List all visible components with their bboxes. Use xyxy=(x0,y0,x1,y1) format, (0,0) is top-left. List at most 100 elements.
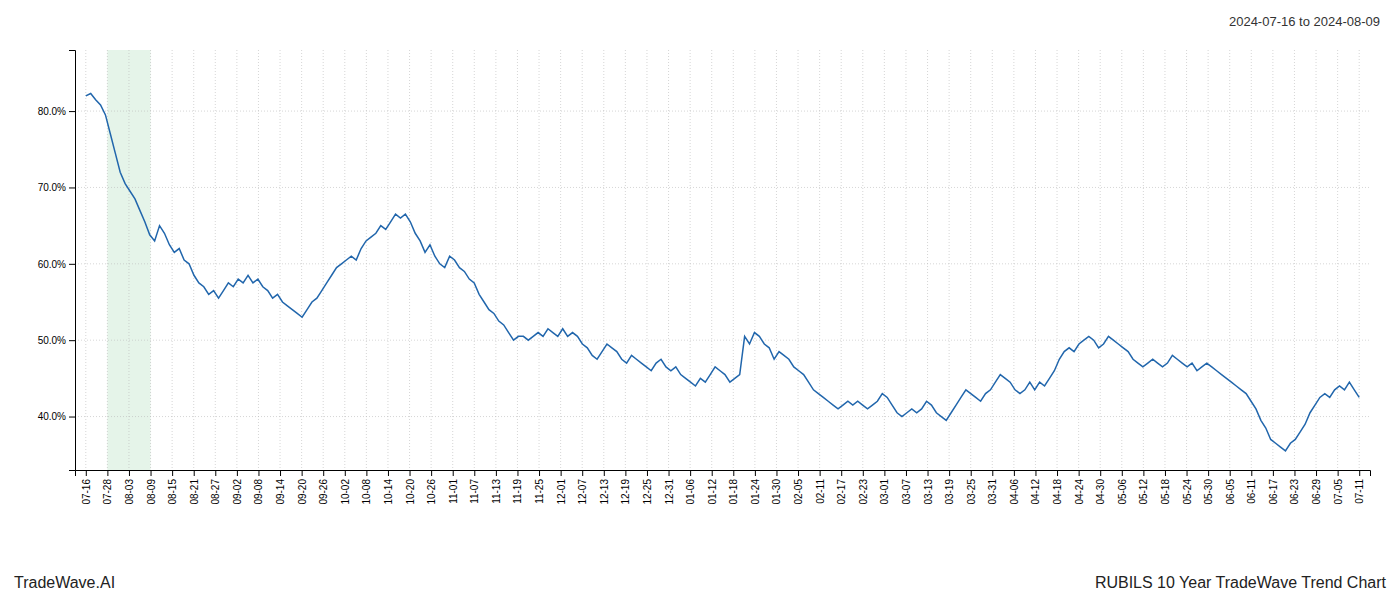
y-tick: 40.0% xyxy=(38,411,75,422)
x-tick: 03-01 xyxy=(879,470,890,505)
grid-line-x xyxy=(1078,50,1079,470)
grid-line-x xyxy=(1013,50,1014,470)
x-tick-mark xyxy=(1294,470,1295,476)
grid-line-x xyxy=(733,50,734,470)
x-tick: 10-08 xyxy=(361,470,372,505)
x-tick-label: 02-23 xyxy=(858,479,869,505)
x-tick-label: 12-31 xyxy=(664,479,675,505)
x-tick-label: 09-14 xyxy=(275,479,286,505)
grid-line-x xyxy=(258,50,259,470)
x-tick-mark xyxy=(1316,470,1317,476)
x-tick-mark xyxy=(280,470,281,476)
grid-line-x xyxy=(474,50,475,470)
x-tick-mark xyxy=(1143,470,1144,476)
x-tick: 05-06 xyxy=(1117,470,1128,505)
grid-line-x xyxy=(625,50,626,470)
y-tick-mark xyxy=(69,340,75,341)
x-tick-label: 01-06 xyxy=(685,479,696,505)
grid-line-x xyxy=(862,50,863,470)
x-tick-mark xyxy=(582,470,583,476)
y-tick: 50.0% xyxy=(38,335,75,346)
x-tick: 06-23 xyxy=(1289,470,1300,505)
x-tick-mark xyxy=(474,470,475,476)
title: RUBILS 10 Year TradeWave Trend Chart xyxy=(1095,574,1387,591)
x-tick-mark xyxy=(129,470,130,476)
x-tick-label: 08-15 xyxy=(167,479,178,505)
grid-line-x xyxy=(431,50,432,470)
y-tick: 80.0% xyxy=(38,106,75,117)
grid-line-x xyxy=(603,50,604,470)
plot-area: 07-1607-2808-0308-0908-1508-2108-2709-02… xyxy=(38,50,1371,505)
x-tick-mark xyxy=(345,470,346,476)
x-tick: 06-29 xyxy=(1311,470,1322,505)
grid-line-x xyxy=(1164,50,1165,470)
x-tick-label: 03-07 xyxy=(901,479,912,505)
grid-line-x xyxy=(668,50,669,470)
x-tick-label: 12-07 xyxy=(577,479,588,505)
grid-line-x xyxy=(970,50,971,470)
x-tick-mark xyxy=(496,470,497,476)
x-tick: 01-12 xyxy=(707,470,718,505)
x-tick-mark xyxy=(1359,470,1360,476)
grid-line-x xyxy=(905,50,906,470)
y-axis-line xyxy=(69,51,76,471)
x-tick: 06-05 xyxy=(1225,470,1236,505)
grid-line-x xyxy=(776,50,777,470)
x-tick: 07-16 xyxy=(81,470,92,505)
x-tick: 09-26 xyxy=(318,470,329,505)
y-tick-mark xyxy=(69,111,75,112)
grid-line-x xyxy=(323,50,324,470)
x-tick-mark xyxy=(755,470,756,476)
x-tick-label: 04-24 xyxy=(1074,479,1085,505)
x-tick-label: 04-18 xyxy=(1052,479,1063,505)
x-tick: 04-30 xyxy=(1095,470,1106,505)
x-tick-mark xyxy=(1165,470,1166,476)
x-tick: 01-06 xyxy=(685,470,696,505)
grid-line-x xyxy=(1272,50,1273,470)
x-tick-label: 12-19 xyxy=(620,479,631,505)
x-tick-mark xyxy=(237,470,238,476)
x-tick-mark xyxy=(86,470,87,476)
grid-line-x xyxy=(193,50,194,470)
x-tick-mark xyxy=(1208,470,1209,476)
x-tick-mark xyxy=(431,470,432,476)
x-tick: 09-14 xyxy=(275,470,286,505)
grid-line-x xyxy=(280,50,281,470)
x-tick-label: 09-20 xyxy=(297,479,308,505)
grid-line-x xyxy=(1143,50,1144,470)
x-tick: 08-09 xyxy=(146,470,157,505)
y-tick-label: 50.0% xyxy=(38,335,66,346)
x-tick: 08-15 xyxy=(167,470,178,505)
x-tick: 02-23 xyxy=(858,470,869,505)
grid-line-x xyxy=(754,50,755,470)
x-tick-label: 09-02 xyxy=(232,479,243,505)
x-tick-label: 05-12 xyxy=(1138,479,1149,505)
x-tick-label: 02-11 xyxy=(815,479,826,504)
x-tick-mark xyxy=(992,470,993,476)
x-tick: 03-19 xyxy=(944,470,955,505)
y-tick-label: 70.0% xyxy=(38,182,66,193)
x-tick-label: 10-14 xyxy=(383,479,394,505)
x-tick: 12-07 xyxy=(577,470,588,505)
x-tick-mark xyxy=(712,470,713,476)
x-tick-label: 10-20 xyxy=(405,479,416,505)
grid-line-x xyxy=(128,50,129,470)
x-tick-label: 08-09 xyxy=(146,479,157,505)
x-tick-label: 11-19 xyxy=(512,479,523,504)
y-tick-label: 80.0% xyxy=(38,106,66,117)
x-tick-label: 05-24 xyxy=(1182,479,1193,505)
x-tick: 12-01 xyxy=(556,470,567,505)
y-tick-label: 40.0% xyxy=(38,411,66,422)
x-tick-label: 05-18 xyxy=(1160,479,1171,505)
x-tick: 03-31 xyxy=(987,470,998,505)
x-tick-label: 06-05 xyxy=(1225,479,1236,505)
x-tick: 01-30 xyxy=(771,470,782,505)
grid-line-x xyxy=(387,50,388,470)
x-axis: 07-1607-2808-0308-0908-1508-2108-2709-02… xyxy=(76,470,1371,505)
x-tick-mark xyxy=(215,470,216,476)
x-tick-label: 03-01 xyxy=(879,479,890,505)
x-tick-label: 06-11 xyxy=(1246,479,1257,504)
x-tick: 07-11 xyxy=(1354,470,1365,504)
x-tick-label: 03-13 xyxy=(923,479,934,505)
x-tick: 04-24 xyxy=(1074,470,1085,505)
